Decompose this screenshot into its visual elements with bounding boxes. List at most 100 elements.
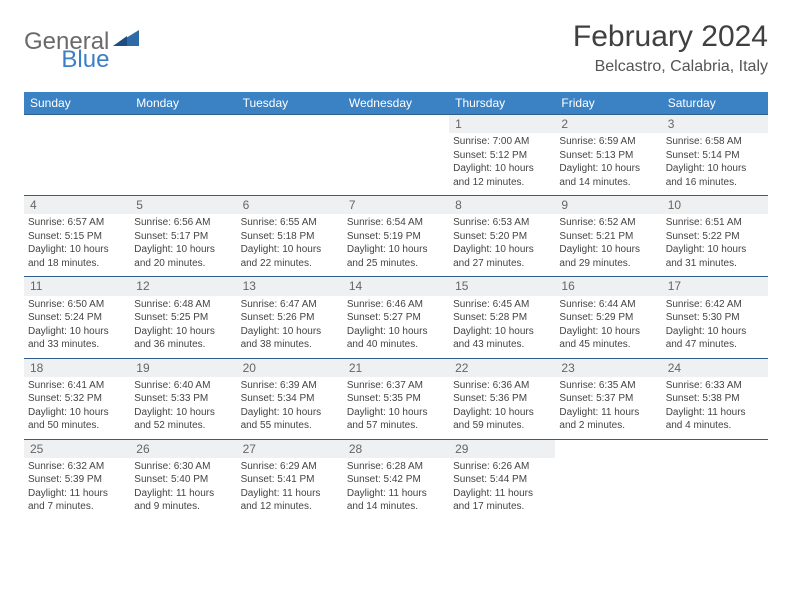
day-number-cell: 5 [130, 196, 236, 215]
daynum-row: 2526272829 [24, 439, 768, 458]
day-content-cell: Sunrise: 6:33 AMSunset: 5:38 PMDaylight:… [662, 377, 768, 440]
sunset-text: Sunset: 5:30 PM [666, 311, 764, 325]
day-number-cell: 29 [449, 439, 555, 458]
content-row: Sunrise: 6:50 AMSunset: 5:24 PMDaylight:… [24, 296, 768, 359]
day-number-cell: 27 [237, 439, 343, 458]
sunrise-text: Sunrise: 6:36 AM [453, 379, 551, 393]
header: General Blue February 2024 Belcastro, Ca… [24, 20, 768, 76]
day-content-cell: Sunrise: 6:36 AMSunset: 5:36 PMDaylight:… [449, 377, 555, 440]
sunrise-text: Sunrise: 6:35 AM [559, 379, 657, 393]
day-content-cell: Sunrise: 6:29 AMSunset: 5:41 PMDaylight:… [237, 458, 343, 520]
day-number-cell: 28 [343, 439, 449, 458]
day-number-cell: 9 [555, 196, 661, 215]
day-content-cell [130, 133, 236, 196]
day-number-cell [237, 115, 343, 134]
sunset-text: Sunset: 5:39 PM [28, 473, 126, 487]
day-number-cell: 23 [555, 358, 661, 377]
daylight-text: Daylight: 10 hours and 57 minutes. [347, 406, 445, 433]
sunrise-text: Sunrise: 6:47 AM [241, 298, 339, 312]
daylight-text: Daylight: 10 hours and 52 minutes. [134, 406, 232, 433]
day-number-cell: 10 [662, 196, 768, 215]
sunrise-text: Sunrise: 6:53 AM [453, 216, 551, 230]
day-number-cell: 17 [662, 277, 768, 296]
sunset-text: Sunset: 5:26 PM [241, 311, 339, 325]
sunset-text: Sunset: 5:35 PM [347, 392, 445, 406]
day-content-cell: Sunrise: 6:39 AMSunset: 5:34 PMDaylight:… [237, 377, 343, 440]
sunset-text: Sunset: 5:32 PM [28, 392, 126, 406]
sunrise-text: Sunrise: 6:56 AM [134, 216, 232, 230]
daylight-text: Daylight: 10 hours and 31 minutes. [666, 243, 764, 270]
sunrise-text: Sunrise: 6:58 AM [666, 135, 764, 149]
day-content-cell: Sunrise: 6:50 AMSunset: 5:24 PMDaylight:… [24, 296, 130, 359]
logo-text-blue: Blue [61, 46, 109, 73]
sunrise-text: Sunrise: 6:30 AM [134, 460, 232, 474]
sunset-text: Sunset: 5:20 PM [453, 230, 551, 244]
day-content-cell: Sunrise: 6:57 AMSunset: 5:15 PMDaylight:… [24, 214, 130, 277]
day-content-cell: Sunrise: 6:53 AMSunset: 5:20 PMDaylight:… [449, 214, 555, 277]
sunrise-text: Sunrise: 6:57 AM [28, 216, 126, 230]
day-content-cell: Sunrise: 6:40 AMSunset: 5:33 PMDaylight:… [130, 377, 236, 440]
daylight-text: Daylight: 10 hours and 20 minutes. [134, 243, 232, 270]
day-content-cell: Sunrise: 6:47 AMSunset: 5:26 PMDaylight:… [237, 296, 343, 359]
sunset-text: Sunset: 5:33 PM [134, 392, 232, 406]
daylight-text: Daylight: 10 hours and 59 minutes. [453, 406, 551, 433]
sunrise-text: Sunrise: 6:46 AM [347, 298, 445, 312]
daylight-text: Daylight: 10 hours and 55 minutes. [241, 406, 339, 433]
day-number-cell: 18 [24, 358, 130, 377]
day-number-cell: 24 [662, 358, 768, 377]
daylight-text: Daylight: 10 hours and 36 minutes. [134, 325, 232, 352]
sunrise-text: Sunrise: 6:40 AM [134, 379, 232, 393]
page-title: February 2024 [573, 20, 768, 54]
title-block: February 2024 Belcastro, Calabria, Italy [573, 20, 768, 76]
sunset-text: Sunset: 5:29 PM [559, 311, 657, 325]
sunrise-text: Sunrise: 6:28 AM [347, 460, 445, 474]
day-number-cell: 15 [449, 277, 555, 296]
day-content-cell: Sunrise: 6:42 AMSunset: 5:30 PMDaylight:… [662, 296, 768, 359]
day-content-cell: Sunrise: 6:51 AMSunset: 5:22 PMDaylight:… [662, 214, 768, 277]
sunset-text: Sunset: 5:22 PM [666, 230, 764, 244]
day-content-cell: Sunrise: 6:28 AMSunset: 5:42 PMDaylight:… [343, 458, 449, 520]
day-number-cell [130, 115, 236, 134]
day-content-cell: Sunrise: 6:32 AMSunset: 5:39 PMDaylight:… [24, 458, 130, 520]
daylight-text: Daylight: 10 hours and 45 minutes. [559, 325, 657, 352]
day-number-cell: 1 [449, 115, 555, 134]
sunset-text: Sunset: 5:19 PM [347, 230, 445, 244]
day-number-cell: 22 [449, 358, 555, 377]
day-number-cell: 6 [237, 196, 343, 215]
sunrise-text: Sunrise: 6:29 AM [241, 460, 339, 474]
sunset-text: Sunset: 5:25 PM [134, 311, 232, 325]
daylight-text: Daylight: 11 hours and 2 minutes. [559, 406, 657, 433]
sunset-text: Sunset: 5:27 PM [347, 311, 445, 325]
day-number-cell: 8 [449, 196, 555, 215]
daynum-row: 11121314151617 [24, 277, 768, 296]
sunrise-text: Sunrise: 6:52 AM [559, 216, 657, 230]
logo-triangle-icon [113, 28, 139, 53]
daylight-text: Daylight: 10 hours and 38 minutes. [241, 325, 339, 352]
day-content-cell: Sunrise: 6:54 AMSunset: 5:19 PMDaylight:… [343, 214, 449, 277]
day-number-cell [343, 115, 449, 134]
day-content-cell [24, 133, 130, 196]
day-number-cell: 26 [130, 439, 236, 458]
weekday-header-row: Sunday Monday Tuesday Wednesday Thursday… [24, 92, 768, 115]
day-content-cell: Sunrise: 6:56 AMSunset: 5:17 PMDaylight:… [130, 214, 236, 277]
day-number-cell: 11 [24, 277, 130, 296]
day-content-cell: Sunrise: 6:26 AMSunset: 5:44 PMDaylight:… [449, 458, 555, 520]
sunset-text: Sunset: 5:40 PM [134, 473, 232, 487]
sunset-text: Sunset: 5:42 PM [347, 473, 445, 487]
content-row: Sunrise: 7:00 AMSunset: 5:12 PMDaylight:… [24, 133, 768, 196]
sunset-text: Sunset: 5:12 PM [453, 149, 551, 163]
day-content-cell: Sunrise: 6:35 AMSunset: 5:37 PMDaylight:… [555, 377, 661, 440]
daylight-text: Daylight: 10 hours and 33 minutes. [28, 325, 126, 352]
content-row: Sunrise: 6:41 AMSunset: 5:32 PMDaylight:… [24, 377, 768, 440]
sunrise-text: Sunrise: 6:55 AM [241, 216, 339, 230]
weekday-header: Monday [130, 92, 236, 115]
daynum-row: 45678910 [24, 196, 768, 215]
daylight-text: Daylight: 11 hours and 14 minutes. [347, 487, 445, 514]
day-content-cell: Sunrise: 6:46 AMSunset: 5:27 PMDaylight:… [343, 296, 449, 359]
daylight-text: Daylight: 10 hours and 16 minutes. [666, 162, 764, 189]
day-number-cell: 16 [555, 277, 661, 296]
sunset-text: Sunset: 5:36 PM [453, 392, 551, 406]
sunset-text: Sunset: 5:37 PM [559, 392, 657, 406]
day-content-cell: Sunrise: 6:45 AMSunset: 5:28 PMDaylight:… [449, 296, 555, 359]
sunrise-text: Sunrise: 6:59 AM [559, 135, 657, 149]
